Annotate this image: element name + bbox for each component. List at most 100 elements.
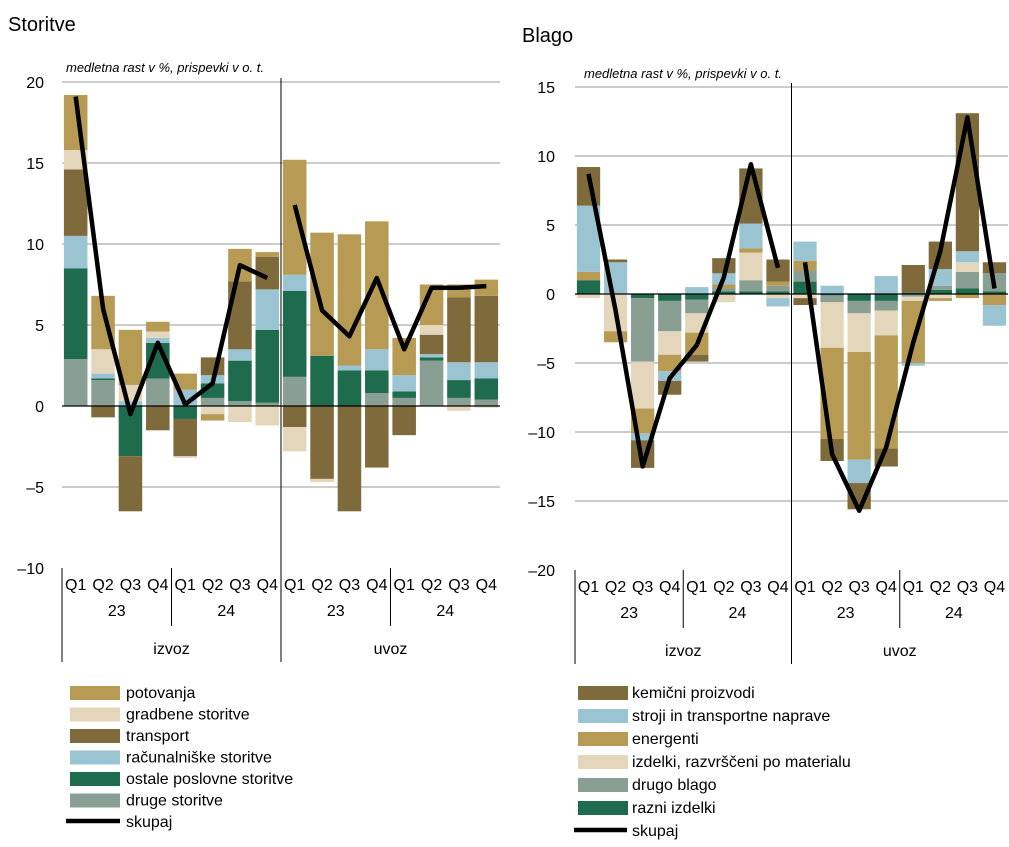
legend-label: skupaj <box>126 814 172 831</box>
bar-segment <box>282 406 307 428</box>
bar-segment <box>310 355 334 406</box>
bar-segment <box>282 376 307 406</box>
bar-segment <box>392 375 416 392</box>
x-tick-label: Q4 <box>659 579 680 596</box>
bar-segment <box>337 406 362 512</box>
bar-segment <box>901 265 925 293</box>
bar-segment <box>739 252 763 281</box>
bar-segment <box>392 391 416 398</box>
bar-segment <box>474 399 499 406</box>
bar-segment <box>91 373 115 379</box>
bar-segment <box>955 271 980 289</box>
bar-segment <box>255 402 280 406</box>
legend-swatch <box>578 755 628 769</box>
bar-segment <box>337 365 362 371</box>
bar-segment <box>63 359 88 406</box>
bar-segment <box>766 285 790 292</box>
bar-segment <box>847 459 871 484</box>
bar-segment <box>419 354 444 358</box>
legend-label: gradbene storitve <box>126 707 250 724</box>
bar-segment <box>928 285 952 290</box>
bar-segment <box>337 370 362 406</box>
bar-segment <box>365 349 389 371</box>
bar-segment <box>173 418 197 457</box>
bar-segment <box>847 294 871 301</box>
bar-segment <box>793 241 817 261</box>
x-tick-label: Q2 <box>311 577 332 594</box>
bar-segment <box>576 167 601 206</box>
bar-segment <box>793 294 817 299</box>
y-tick-label: 0 <box>546 287 555 304</box>
bar-segment <box>658 331 682 355</box>
legend-label: skupaj <box>632 823 678 840</box>
bar-segment <box>739 291 763 294</box>
bar-segment <box>793 298 817 306</box>
legend-label: transport <box>126 728 190 745</box>
bar-segment <box>576 271 601 281</box>
bar-segment <box>685 287 709 294</box>
year-label: 24 <box>728 605 746 622</box>
bar-segment <box>685 294 709 300</box>
bar-segment <box>228 401 252 406</box>
bar-segment <box>228 360 252 402</box>
x-tick-label: Q1 <box>175 577 196 594</box>
y-tick-label: –15 <box>528 494 555 511</box>
bar-segment <box>576 205 601 272</box>
bar-segment <box>447 380 471 398</box>
x-tick-label: Q4 <box>876 579 897 596</box>
y-tick-label: –20 <box>528 563 555 580</box>
y-tick-label: –10 <box>528 425 555 442</box>
bar-segment <box>419 325 444 335</box>
year-label: 23 <box>837 605 855 622</box>
x-tick-label: Q2 <box>92 577 113 594</box>
bar-segment <box>847 300 871 314</box>
x-tick-label: Q3 <box>229 577 250 594</box>
legend-swatch <box>70 729 120 743</box>
year-label: 23 <box>108 603 126 620</box>
bar-segment <box>365 393 389 406</box>
bar-segment <box>91 380 115 406</box>
bar-segment <box>739 223 763 249</box>
bar-segment <box>901 292 925 294</box>
y-tick-label: 10 <box>26 237 44 254</box>
bar-segment <box>874 300 898 311</box>
y-tick-label: –10 <box>17 561 44 578</box>
y-tick-label: –5 <box>26 480 44 497</box>
x-tick-label: Q4 <box>984 579 1005 596</box>
legend-label: druge storitve <box>126 793 223 810</box>
bar-segment <box>282 290 307 377</box>
bar-segment <box>447 362 471 381</box>
bar-segment <box>820 285 844 294</box>
bar-segment <box>282 274 307 291</box>
group-label: uvoz <box>374 641 408 658</box>
group-label: izvoz <box>665 643 701 660</box>
legend-swatch <box>70 686 120 700</box>
legend-swatch <box>578 732 628 746</box>
legend-label: razni izdelki <box>632 800 716 817</box>
bar-segment <box>392 397 416 406</box>
bar-segment <box>955 262 980 272</box>
chart-subtitle: medletna rast v %, prispevki v o. t. <box>584 66 782 81</box>
bar-segment <box>766 259 790 282</box>
bar-segment <box>874 335 898 449</box>
bar-segment <box>200 406 225 415</box>
x-tick-label: Q1 <box>394 577 415 594</box>
bar-segment <box>955 288 980 294</box>
bar-segment <box>310 478 334 483</box>
bar-segment <box>63 268 88 360</box>
bar-segment <box>419 334 444 355</box>
bar-segment <box>982 305 1007 326</box>
bar-segment <box>955 294 980 299</box>
bar-segment <box>255 289 280 330</box>
bar-segment <box>603 259 628 263</box>
total-line <box>802 115 997 513</box>
bar-segment <box>576 280 601 294</box>
x-tick-label: Q2 <box>421 577 442 594</box>
bar-segment <box>955 251 980 263</box>
bar-segment <box>820 302 844 348</box>
x-tick-label: Q1 <box>686 579 707 596</box>
bar-segment <box>928 294 952 299</box>
bar-segment <box>310 406 334 479</box>
bar-segment <box>200 397 225 406</box>
legend-swatch <box>578 686 628 700</box>
